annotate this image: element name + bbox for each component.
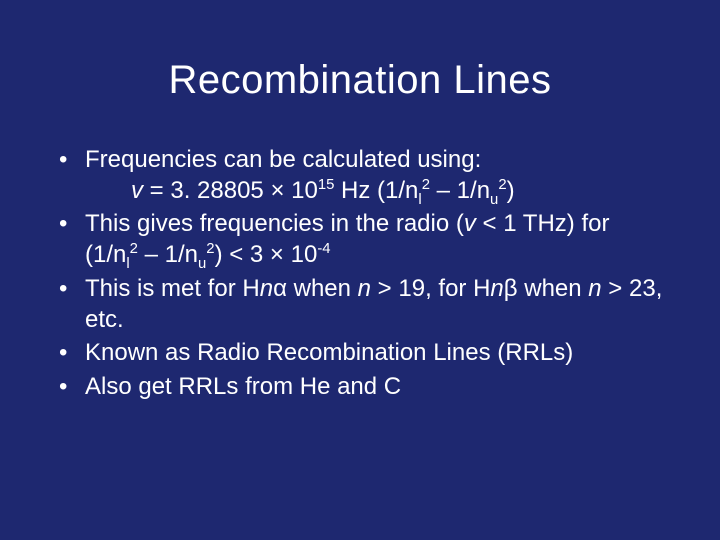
bullet-text: This gives frequencies in the radio (v <…	[85, 210, 609, 268]
slide-title: Recombination Lines	[55, 58, 665, 103]
bullet-item: This gives frequencies in the radio (v <…	[55, 209, 665, 270]
bullet-item: Also get RRLs from He and C	[55, 372, 665, 403]
bullet-text: Also get RRLs from He and C	[85, 373, 401, 400]
bullet-text: Frequencies can be calculated using:	[85, 146, 481, 173]
bullet-text: This is met for Hnα when n > 19, for Hnβ…	[85, 275, 662, 333]
bullet-formula: v = 3. 28805 × 1015 Hz (1/nl2 – 1/nu2)	[85, 176, 665, 207]
slide: Recombination Lines Frequencies can be c…	[0, 0, 720, 540]
bullet-item: Frequencies can be calculated using: v =…	[55, 145, 665, 206]
bullet-text: Known as Radio Recombination Lines (RRLs…	[85, 339, 573, 366]
bullet-list: Frequencies can be calculated using: v =…	[55, 145, 665, 403]
bullet-item: Known as Radio Recombination Lines (RRLs…	[55, 338, 665, 369]
bullet-item: This is met for Hnα when n > 19, for Hnβ…	[55, 274, 665, 335]
